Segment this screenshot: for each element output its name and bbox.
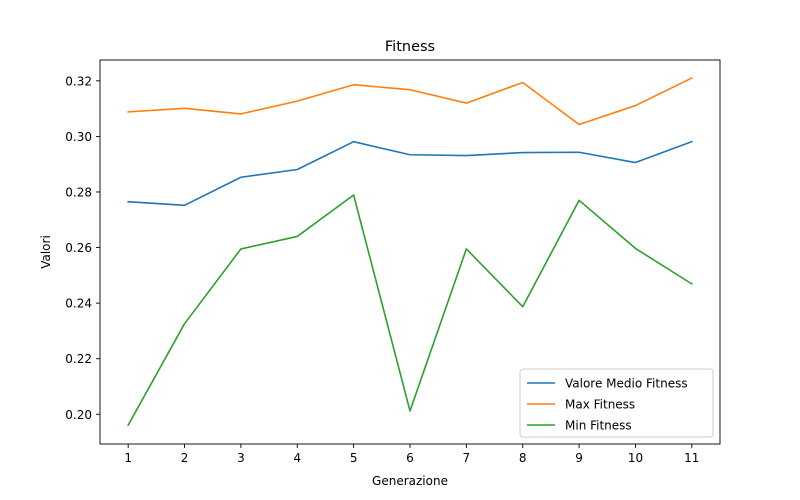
x-axis-label: Generazione — [372, 474, 448, 488]
x-tick-label: 6 — [406, 451, 414, 465]
legend-label: Max Fitness — [565, 398, 635, 412]
y-tick-label: 0.32 — [65, 74, 92, 88]
series-line-2 — [127, 76, 693, 126]
y-tick-label: 0.24 — [65, 297, 92, 311]
series-layer — [127, 76, 693, 427]
x-tick-label: 8 — [519, 451, 527, 465]
chart-title: Fitness — [385, 39, 435, 55]
legend-label: Min Fitness — [565, 419, 632, 433]
legend-box — [519, 368, 714, 438]
axes-layer: 1 2 3 4 5 6 7 8 9 10 11 0.20 0.22 0.24 0.26 0.28 0.30 0.3… — [65, 59, 721, 465]
x-tick-label: 7 — [463, 451, 471, 465]
x-tick-label: 9 — [575, 451, 583, 465]
legend: Valore Medio Fitness Max Fitness Min Fitne… — [519, 368, 714, 438]
x-tick-label: 2 — [181, 451, 189, 465]
y-tick-label: 0.28 — [65, 185, 92, 199]
x-tick-label: 4 — [293, 451, 301, 465]
x-tick-label: 10 — [628, 451, 643, 465]
x-tick-label: 3 — [237, 451, 245, 465]
x-tick-label: 11 — [684, 451, 699, 465]
y-tick-label: 0.26 — [65, 241, 92, 255]
legend-label: Valore Medio Fitness — [565, 377, 688, 391]
y-axis-label: Valori — [39, 235, 53, 269]
series-line-3 — [127, 194, 693, 427]
y-tick-label: 0.22 — [65, 352, 92, 366]
x-tick-label: 1 — [124, 451, 132, 465]
y-tick-label: 0.20 — [65, 408, 92, 422]
series-line-1 — [127, 140, 693, 207]
y-tick-label: 0.30 — [65, 130, 92, 144]
x-tick-label: 5 — [350, 451, 358, 465]
